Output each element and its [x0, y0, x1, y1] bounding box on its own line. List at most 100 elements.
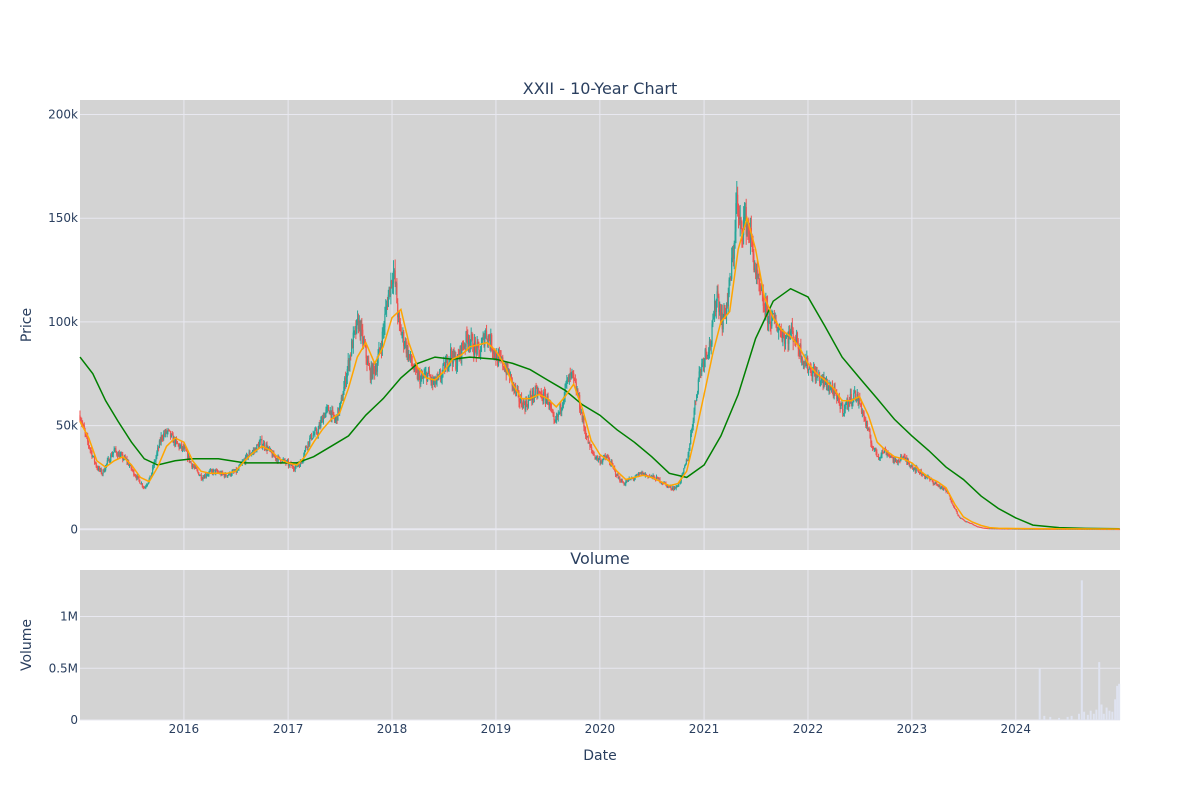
x-tick-label: 2021 [689, 722, 720, 736]
candle-up [576, 390, 578, 392]
candle-up [727, 294, 729, 307]
candle-down [838, 398, 840, 404]
candle-down [327, 406, 330, 411]
candle-up [343, 386, 345, 395]
candle-down [854, 390, 857, 401]
candle-up [414, 364, 416, 371]
candle-up [329, 410, 331, 415]
candle-down [191, 463, 193, 468]
x-tick-label: 2018 [377, 722, 408, 736]
candle-up [254, 448, 256, 451]
x-tick-label: 2020 [585, 722, 616, 736]
candle-down [726, 303, 729, 307]
candle-up [487, 335, 489, 343]
candle-up [277, 456, 279, 462]
candle-up [684, 465, 686, 469]
volume-bar [1049, 716, 1052, 720]
candle-down [413, 368, 415, 371]
candle-up [286, 461, 289, 463]
candle-up [265, 444, 267, 449]
candle-down [591, 449, 594, 453]
candle-up [719, 309, 721, 313]
candle-up [935, 483, 937, 485]
candle-up [940, 487, 942, 489]
candle-up [236, 469, 238, 473]
candle-down [608, 457, 610, 460]
candle-up [739, 217, 741, 224]
candle-down [540, 392, 542, 394]
candle-up [392, 271, 395, 284]
candle-down [474, 341, 477, 347]
candle-down [805, 360, 807, 367]
volume-bar [1118, 683, 1121, 720]
candle-up [768, 313, 770, 317]
candle-up [260, 439, 262, 441]
volume-bar [1108, 710, 1111, 720]
candle-up [469, 341, 471, 346]
candle-down [398, 315, 401, 323]
candle-up [401, 334, 403, 336]
candle-down [399, 322, 401, 328]
candle-up [873, 448, 875, 450]
candle-down [405, 341, 407, 354]
candle-up [833, 388, 835, 397]
candle-down [134, 475, 137, 477]
candle-up [170, 433, 172, 437]
candle-up [493, 350, 495, 354]
candle-up [406, 345, 408, 354]
candle-down [889, 454, 891, 456]
candle-down [868, 428, 870, 432]
candle-down [583, 418, 585, 428]
candle-up [532, 390, 534, 400]
candle-down [460, 346, 462, 359]
candle-up [743, 217, 745, 236]
candle-up [684, 464, 687, 466]
candle-up [636, 474, 638, 476]
price-y-tick-label: 200k [48, 108, 78, 122]
candle-down [826, 381, 828, 390]
candle-down [87, 441, 90, 446]
candle-down [229, 472, 231, 476]
candle-down [780, 330, 782, 337]
candle-up [402, 331, 404, 335]
candle-up [476, 342, 478, 355]
candle-up [395, 283, 397, 285]
candle-up [699, 369, 701, 372]
candle-down [942, 486, 944, 490]
candle-down [891, 457, 893, 459]
candle-down [958, 515, 960, 517]
candle-down [539, 392, 541, 394]
candle-down [169, 430, 171, 432]
candle-down [904, 456, 906, 460]
candle-up [206, 474, 208, 476]
candle-down [93, 456, 96, 462]
candle-up [421, 375, 423, 378]
candle-up [692, 420, 694, 427]
candle-down [814, 371, 816, 381]
candle-down [157, 447, 160, 449]
candle-down [338, 408, 340, 414]
candle-down [876, 451, 878, 457]
candle-down [350, 355, 352, 357]
candle-down [368, 365, 371, 370]
candle-down [638, 473, 641, 475]
candle-down [969, 522, 971, 524]
candle-up [529, 394, 531, 399]
candle-down [290, 463, 292, 466]
candle-up [602, 459, 604, 463]
candle-down [737, 209, 740, 215]
candle-down [81, 421, 83, 424]
candle-up [633, 478, 635, 480]
candle-down [499, 355, 501, 357]
candle-down [517, 389, 519, 393]
candle-up [731, 257, 733, 279]
x-axis-label: Date [583, 748, 616, 764]
candle-up [320, 420, 322, 427]
candle-down [632, 478, 635, 480]
candle-up [754, 268, 756, 270]
candle-down [670, 486, 672, 489]
candle-up [175, 439, 177, 445]
candle-down [590, 446, 592, 448]
candle-down [573, 373, 575, 378]
candle-down [992, 528, 994, 530]
